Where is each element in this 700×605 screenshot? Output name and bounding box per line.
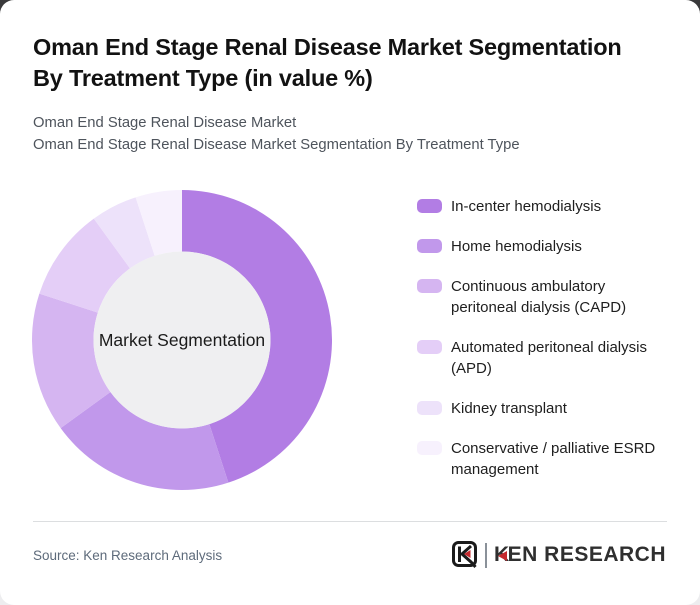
breadcrumb-line-1: Oman End Stage Renal Disease Market: [33, 115, 297, 131]
ken-research-shield-icon: [451, 541, 477, 569]
legend-swatch-icon: [417, 441, 442, 455]
legend-swatch-icon: [417, 340, 442, 354]
legend-label: Automated peritoneal dialysis (APD): [451, 339, 647, 377]
legend-item-5: Conservative / palliative ESRD managemen…: [417, 438, 669, 480]
footer: Source: Ken Research Analysis K EN RESEAR…: [33, 534, 666, 576]
donut-segment-3: [39, 218, 130, 313]
page-title-line-1: Oman End Stage Renal Disease Market Segm…: [33, 34, 622, 60]
donut-chart-svg: Market Segmentation: [31, 190, 333, 490]
donut-segment-4: [93, 197, 155, 269]
brand-wordmark: K EN RESEARCH: [494, 543, 666, 567]
breadcrumb-line-2: Oman End Stage Renal Disease Market Segm…: [33, 137, 520, 153]
legend-label: Kidney transplant: [451, 400, 567, 417]
logo-separator: [484, 542, 487, 568]
legend-label: Conservative / palliative ESRD managemen…: [451, 440, 656, 478]
ken-research-logo: K EN RESEARCH: [451, 541, 666, 569]
legend-item-2: Continuous ambulatory peritoneal dialysi…: [417, 276, 669, 318]
donut-segment-2: [31, 293, 111, 429]
donut-segment-1: [60, 392, 229, 490]
legend-item-4: Kidney transplant: [417, 398, 669, 419]
breadcrumb: Oman End Stage Renal Disease Market Oman…: [33, 112, 520, 156]
legend-swatch-icon: [417, 199, 442, 213]
donut-chart: Market Segmentation: [31, 190, 333, 490]
legend-swatch-icon: [417, 401, 442, 415]
donut-segment-0: [182, 190, 333, 483]
donut-hole: [93, 251, 271, 429]
page-title: Oman End Stage Renal Disease Market Segm…: [33, 32, 622, 94]
legend-label: In-center hemodialysis: [451, 198, 602, 215]
legend-swatch-icon: [417, 239, 442, 253]
footer-divider: [33, 521, 667, 522]
legend-swatch-icon: [417, 279, 442, 293]
legend-label: Continuous ambulatory peritoneal dialysi…: [451, 278, 627, 316]
legend-item-0: In-center hemodialysis: [417, 196, 669, 217]
chart-legend: In-center hemodialysis Home hemodialysis C…: [417, 196, 669, 480]
brand-red-triangle-icon: [497, 550, 507, 561]
legend-label: Home hemodialysis: [451, 238, 582, 255]
legend-item-3: Automated peritoneal dialysis (APD): [417, 337, 669, 379]
donut-center-label: Market Segmentation: [99, 330, 265, 350]
legend-item-1: Home hemodialysis: [417, 236, 669, 257]
page-title-line-2: By Treatment Type (in value %): [33, 65, 373, 91]
brand-rest-text: EN RESEARCH: [507, 543, 666, 566]
donut-segment-5: [135, 190, 182, 256]
source-text: Source: Ken Research Analysis: [33, 547, 223, 563]
